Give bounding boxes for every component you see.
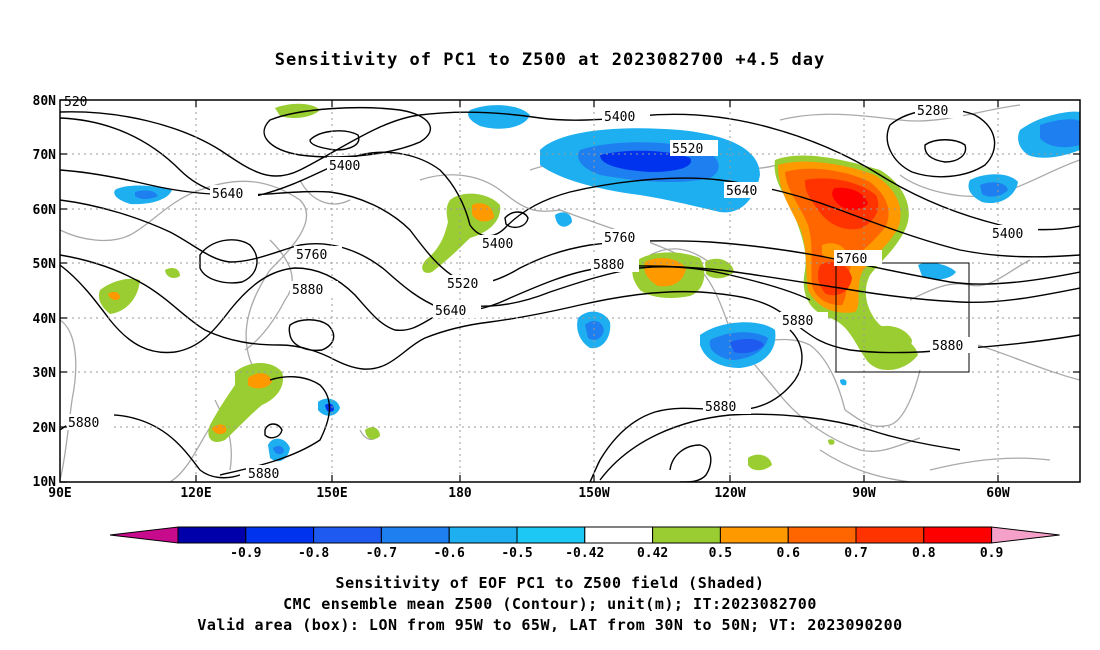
- colorbar-high-extend: [991, 526, 1060, 544]
- svg-text:5400: 5400: [482, 237, 513, 252]
- svg-text:5520: 5520: [447, 277, 478, 292]
- colorbar-swatch: [380, 526, 450, 544]
- caption-line-3: Valid area (box): LON from 95W to 65W, L…: [197, 616, 903, 634]
- contour-label: 5400: [602, 108, 650, 125]
- svg-text:5400: 5400: [992, 227, 1023, 242]
- svg-text:520: 520: [64, 95, 87, 110]
- caption-line-2: CMC ensemble mean Z500 (Contour); unit(m…: [283, 595, 817, 613]
- contour-label: 5760: [294, 246, 342, 263]
- contour-label-partial: 520: [62, 95, 94, 110]
- colorbar-tick-label: -0.5: [501, 546, 532, 561]
- colorbar-tick-label: 0.8: [912, 546, 936, 561]
- valid-area-box: [835, 262, 970, 373]
- lon-label: 150W: [578, 486, 609, 501]
- svg-text:5760: 5760: [604, 231, 635, 246]
- contour-label: 5880: [780, 312, 828, 329]
- colorbar-tick-label: -0.42: [565, 546, 604, 561]
- coastlines: [60, 104, 1080, 482]
- graticule: [60, 100, 1080, 482]
- svg-text:5280: 5280: [917, 104, 948, 119]
- colorbar-swatch: [313, 526, 382, 544]
- colorbar: -0.9 -0.8 -0.7 -0.6 -0.5 -0.42 0.42 0.5 0.6 0.7 0.…: [109, 526, 1060, 561]
- axis-ticks: [60, 99, 1080, 483]
- lat-label: 10N: [33, 475, 57, 490]
- lon-label: 60W: [986, 486, 1010, 501]
- svg-text:5520: 5520: [672, 142, 703, 157]
- colorbar-tick-label: -0.7: [366, 546, 397, 561]
- svg-text:5880: 5880: [932, 339, 963, 354]
- lat-label: 70N: [33, 148, 57, 163]
- contour-label: 5880: [66, 414, 114, 431]
- colorbar-tick-label: 0.7: [844, 546, 867, 561]
- contour-label: 5880: [290, 281, 338, 298]
- svg-text:5760: 5760: [296, 248, 327, 263]
- svg-text:5400: 5400: [604, 110, 635, 125]
- svg-text:5640: 5640: [726, 184, 757, 199]
- lon-label: 90W: [852, 486, 876, 501]
- colorbar-tick-label: 0.9: [980, 546, 1003, 561]
- colorbar-tick-label: 0.42: [637, 546, 668, 561]
- lon-label: 90E: [48, 486, 71, 501]
- colorbar-swatch: [787, 526, 857, 544]
- colorbar-swatch: [923, 526, 993, 544]
- lon-label: 120E: [180, 486, 211, 501]
- plot-title: Sensitivity of PC1 to Z500 at 2023082700…: [274, 50, 826, 70]
- colorbar-tick-label: 0.5: [709, 546, 732, 561]
- contour-label: 5760: [602, 229, 650, 246]
- map-frame: [59, 99, 1081, 483]
- lat-label: 80N: [33, 94, 57, 109]
- contour-label: 5880: [591, 256, 639, 273]
- contour-label: 5880: [246, 465, 294, 482]
- colorbar-swatch: [448, 526, 518, 544]
- sensitivity-map: 5400 5400 5400 5400 5280 5520 5520 5640 …: [33, 94, 1081, 561]
- colorbar-swatch: [245, 526, 315, 544]
- contour-label: 5880: [930, 337, 978, 354]
- lat-label: 60N: [33, 203, 57, 218]
- captions: Sensitivity of EOF PC1 to Z500 field (Sh…: [0, 573, 1100, 636]
- contour-label: 5520: [445, 275, 493, 292]
- svg-text:5880: 5880: [705, 400, 736, 415]
- colorbar-swatch: [516, 526, 586, 544]
- contour-label: 5520: [670, 140, 718, 157]
- colorbar-low-extend: [109, 526, 179, 544]
- lon-label: 120W: [714, 486, 745, 501]
- colorbar-tick-label: -0.9: [230, 546, 261, 561]
- contour-label: 5400: [480, 235, 528, 252]
- colorbar-swatch: [584, 526, 654, 544]
- lat-label: 20N: [33, 421, 57, 436]
- contour-label: 5640: [724, 182, 772, 199]
- lat-label: 50N: [33, 257, 57, 272]
- latitude-labels: 80N 70N 60N 50N 40N 30N 20N 10N: [33, 94, 57, 490]
- colorbar-swatch: [855, 526, 925, 544]
- contour-label: 5760: [834, 250, 882, 267]
- svg-text:5880: 5880: [68, 416, 99, 431]
- svg-text:5880: 5880: [593, 258, 624, 273]
- svg-text:5640: 5640: [435, 304, 466, 319]
- svg-text:5760: 5760: [836, 252, 867, 267]
- lon-label: 150E: [316, 486, 347, 501]
- svg-text:5400: 5400: [329, 159, 360, 174]
- svg-text:5880: 5880: [782, 314, 813, 329]
- colorbar-swatch: [719, 526, 789, 544]
- contour-label: 5640: [210, 185, 258, 202]
- contour-label: 5640: [433, 302, 481, 319]
- svg-text:5880: 5880: [248, 467, 279, 482]
- colorbar-swatch: [177, 526, 247, 544]
- lat-label: 30N: [33, 366, 57, 381]
- contour-label: 5880: [703, 398, 751, 415]
- svg-text:5640: 5640: [212, 187, 243, 202]
- colorbar-tick-label: 0.6: [776, 546, 800, 561]
- lat-label: 40N: [33, 312, 57, 327]
- svg-text:5880: 5880: [292, 283, 323, 298]
- contour-labels: 5400 5400 5400 5400 5280 5520 5520 5640 …: [62, 95, 1038, 482]
- longitude-labels: 90E 120E 150E 180 150W 120W 90W 60W: [48, 486, 1010, 501]
- caption-line-1: Sensitivity of EOF PC1 to Z500 field (Sh…: [335, 574, 765, 592]
- lon-label: 180: [448, 486, 472, 501]
- colorbar-tick-label: -0.6: [434, 546, 465, 561]
- contour-label: 5280: [915, 102, 963, 119]
- contour-label: 5400: [990, 225, 1038, 242]
- colorbar-swatch: [652, 526, 721, 544]
- colorbar-tick-label: -0.8: [298, 546, 329, 561]
- contour-label: 5400: [327, 157, 375, 174]
